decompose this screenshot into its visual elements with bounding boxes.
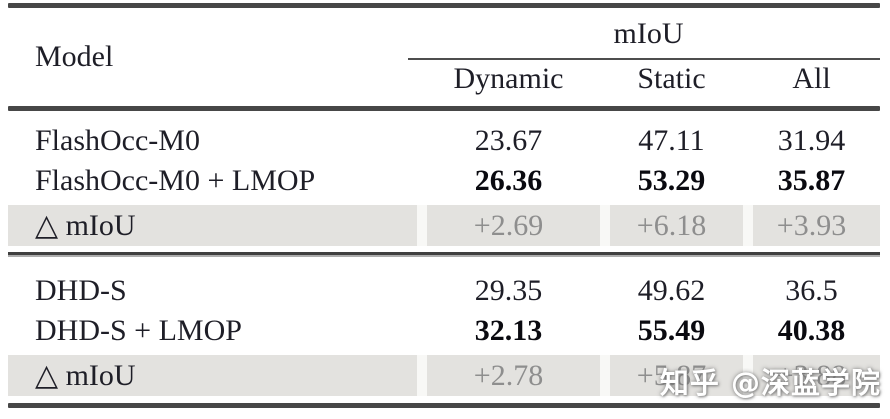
column-header-model: Model: [35, 40, 114, 73]
table-row-flashocc-delta: △ mIoU +2.69 +6.18 +3.93: [8, 205, 880, 246]
value-static: 47.11: [638, 124, 705, 157]
delta-miou-label: △ mIoU: [8, 355, 417, 396]
value-dynamic: 29.35: [474, 274, 543, 307]
miou-column-group: mIoU Dynamic Static All: [408, 8, 880, 106]
value-static: 49.62: [637, 274, 706, 307]
value-all: 36.5: [785, 274, 838, 307]
subcolumn-headers: Dynamic Static All: [417, 60, 880, 106]
delta-all: +3.93: [743, 205, 880, 246]
delta-miou-label: △ mIoU: [8, 205, 417, 246]
model-name: DHD-S: [35, 274, 127, 307]
block-separator-light-line: [8, 255, 880, 257]
delta-static: +5.87: [600, 355, 743, 396]
model-name: FlashOcc-M0 + LMOP: [35, 164, 316, 197]
value-dynamic: 23.67: [474, 124, 543, 157]
block-separator: [8, 252, 880, 257]
table-row-dhd-delta: △ mIoU +2.78 +5.87 +3.88: [8, 355, 880, 396]
table-block-dhd: DHD-S 29.35 49.62 36.5 DHD-S + LMOP 32.1…: [8, 257, 880, 396]
table-block-flashocc: FlashOcc-M0 23.67 47.11 31.94 FlashOcc-M…: [8, 111, 880, 246]
delta-all: +3.88: [743, 355, 880, 396]
table-row-flashocc-baseline: FlashOcc-M0 23.67 47.11 31.94: [8, 121, 880, 161]
table-header: Model mIoU Dynamic Static All: [8, 8, 880, 106]
column-header-static: Static: [637, 62, 706, 95]
delta-dynamic: +2.78: [417, 355, 600, 396]
table-row-dhd-baseline: DHD-S 29.35 49.62 36.5: [8, 271, 880, 311]
header-rule: [8, 106, 880, 111]
value-dynamic: 26.36: [474, 164, 543, 197]
bottom-rule: [8, 403, 880, 408]
value-all: 31.94: [777, 124, 846, 157]
miou-group-underline: [408, 58, 880, 60]
column-header-dynamic: Dynamic: [453, 62, 564, 95]
column-header-all: All: [792, 62, 831, 95]
zhihu-watermark: 知乎 @深蓝学院: [659, 366, 881, 400]
value-all: 40.38: [777, 314, 846, 347]
model-name: FlashOcc-M0: [35, 124, 200, 157]
top-rule: [8, 3, 880, 8]
delta-dynamic: +2.69: [417, 205, 600, 246]
column-group-header-miou: mIoU: [613, 17, 684, 50]
results-table: Model mIoU Dynamic Static All FlashOcc-M…: [8, 3, 880, 408]
value-static: 53.29: [637, 164, 706, 197]
block-separator-dark-line: [8, 252, 880, 255]
table-row-flashocc-lmop: FlashOcc-M0 + LMOP 26.36 53.29 35.87: [8, 161, 880, 201]
value-all: 35.87: [777, 164, 846, 197]
value-dynamic: 32.13: [474, 314, 543, 347]
value-static: 55.49: [637, 314, 706, 347]
model-name: DHD-S + LMOP: [35, 314, 242, 347]
table-row-dhd-lmop: DHD-S + LMOP 32.13 55.49 40.38: [8, 311, 880, 351]
delta-static: +6.18: [600, 205, 743, 246]
